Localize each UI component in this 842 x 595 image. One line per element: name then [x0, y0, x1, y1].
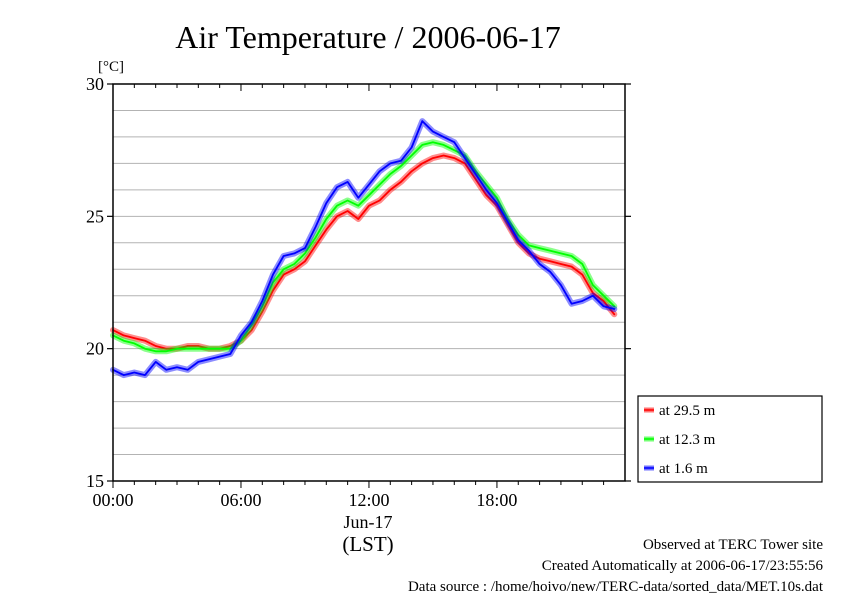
x-axis: 00:00 06:00 12:00 18:00 [92, 84, 605, 510]
legend: at 29.5 m at 12.3 m at 1.6 m [637, 395, 823, 483]
y-axis-unit: [°C] [98, 59, 124, 75]
y-tick-label: 15 [86, 471, 104, 491]
grid-lines [113, 109, 625, 456]
x-axis-label: (LST) [342, 532, 393, 556]
footer-source: Data source : /home/hoivo/new/TERC-data/… [408, 579, 824, 595]
y-tick-label: 20 [86, 339, 104, 359]
legend-label: at 12.3 m [659, 432, 716, 448]
x-tick-label: 12:00 [348, 490, 389, 510]
y-axis: 15 20 25 30 [86, 74, 631, 491]
series-layer [110, 118, 618, 379]
plot-frame [112, 83, 626, 482]
footer-site: Observed at TERC Tower site [643, 537, 823, 553]
series-line-at-12-3-m [112, 141, 616, 353]
chart-title: Air Temperature / 2006-06-17 [175, 19, 561, 55]
x-tick-label: 00:00 [92, 490, 133, 510]
legend-label: at 29.5 m [659, 403, 716, 419]
y-tick-label: 30 [86, 74, 104, 94]
x-tick-label: 18:00 [476, 490, 517, 510]
series-line-at-1-6-m [112, 120, 616, 377]
x-tick-label: 06:00 [220, 490, 261, 510]
series-band-at-29-5-m [110, 152, 618, 352]
footer-created: Created Automatically at 2006-06-17/23:5… [542, 558, 824, 574]
series-line-at-29-5-m [112, 154, 616, 350]
series-band-at-12-3-m [110, 139, 618, 355]
legend-box [637, 395, 823, 483]
x-date-label: Jun-17 [344, 512, 393, 532]
legend-label: at 1.6 m [659, 461, 708, 477]
y-tick-label: 25 [86, 206, 104, 226]
